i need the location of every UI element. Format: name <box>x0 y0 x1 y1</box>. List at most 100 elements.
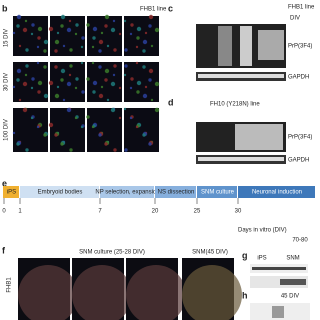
cell <box>135 61 139 65</box>
cell <box>54 133 58 137</box>
cell <box>100 31 104 35</box>
cell <box>69 64 73 68</box>
cell <box>12 131 16 135</box>
cell <box>16 142 20 146</box>
cell <box>148 24 152 28</box>
cell <box>129 86 133 90</box>
neurosphere <box>126 265 186 320</box>
cell <box>130 23 134 27</box>
cell <box>25 148 29 152</box>
cell <box>80 125 84 129</box>
micrograph <box>124 108 159 152</box>
cell <box>62 98 66 102</box>
blot-band <box>198 74 284 78</box>
cell <box>36 45 40 49</box>
stage-label: NS dissection <box>158 190 195 196</box>
cell <box>18 44 22 48</box>
cell <box>56 31 60 35</box>
cell <box>74 86 78 90</box>
cell <box>104 142 108 146</box>
cell <box>56 85 60 89</box>
cell <box>92 26 98 32</box>
cell <box>60 14 66 20</box>
blot-lane <box>235 124 283 150</box>
cell <box>37 80 43 86</box>
cell <box>154 27 160 33</box>
cell <box>154 107 160 113</box>
micrograph <box>87 62 122 102</box>
day-label: 25 <box>194 209 201 215</box>
cell <box>150 98 154 102</box>
cell <box>22 81 28 87</box>
cell <box>123 107 127 111</box>
cell <box>118 116 122 120</box>
stage-bar <box>155 186 196 198</box>
panel-title: FHB1 line <box>140 7 167 13</box>
band-label: GAPDH <box>288 158 309 164</box>
cell <box>60 24 64 28</box>
cell <box>86 77 90 81</box>
cell <box>98 93 104 99</box>
cell <box>136 26 142 32</box>
cell <box>104 68 110 74</box>
cell <box>104 14 110 20</box>
neurosphere <box>18 265 78 320</box>
cell <box>124 48 128 52</box>
cell <box>98 39 104 45</box>
panel-letter: d <box>168 97 174 107</box>
cell <box>123 19 127 23</box>
cell <box>43 65 47 69</box>
blot-lane <box>258 30 284 60</box>
stage-bar <box>197 186 237 198</box>
cell <box>135 125 139 129</box>
cell <box>18 98 22 102</box>
cell <box>86 23 90 27</box>
day-label: 7 <box>98 209 102 215</box>
cell <box>136 36 140 40</box>
cell <box>110 27 116 33</box>
cell <box>16 24 20 28</box>
cell <box>154 81 160 87</box>
cell <box>69 48 73 52</box>
panel-title: SNM(45 DIV) <box>192 250 228 256</box>
axis-label: Days in vitro (DIV) <box>238 228 287 234</box>
cell <box>110 81 116 87</box>
stage-label: NP selection, expansion <box>95 190 159 196</box>
cell <box>16 78 20 82</box>
cell <box>24 73 28 77</box>
cell <box>142 49 146 53</box>
cell <box>148 68 154 74</box>
cell <box>25 64 29 68</box>
cell <box>37 90 41 94</box>
cell <box>92 36 96 40</box>
cell <box>48 122 54 128</box>
cell <box>60 68 66 74</box>
cell <box>74 32 78 36</box>
cell <box>92 80 98 86</box>
day-label: 20 <box>152 209 159 215</box>
panel-letter: h <box>242 290 248 300</box>
cell <box>91 125 95 129</box>
cell <box>92 90 96 94</box>
row-label: 30 DIV <box>4 73 10 91</box>
neurosphere <box>182 265 242 320</box>
cell <box>60 78 64 82</box>
cell <box>24 19 28 23</box>
cell <box>112 19 116 23</box>
micrograph <box>124 62 159 102</box>
cell <box>80 61 84 65</box>
micrograph-row <box>18 258 242 320</box>
cell <box>48 80 54 86</box>
cell <box>136 80 142 86</box>
band-label: PrP(3F4) <box>288 135 312 141</box>
cell <box>118 32 122 36</box>
cell <box>36 125 40 129</box>
cell <box>124 148 128 152</box>
cell <box>135 45 139 49</box>
cell <box>25 48 29 52</box>
cell <box>142 133 146 137</box>
cell <box>30 116 34 120</box>
cell <box>112 73 116 77</box>
panel-title: FHB1 line <box>288 5 315 11</box>
cell <box>91 45 95 49</box>
